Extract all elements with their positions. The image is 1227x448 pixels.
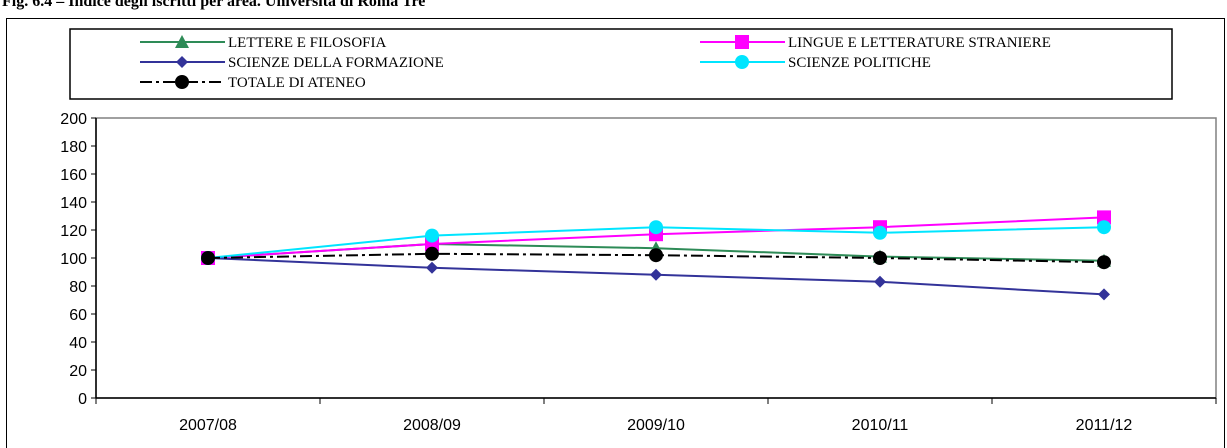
data-point (873, 225, 887, 240)
data-point (201, 251, 215, 265)
y-tick-label: 160 (60, 167, 87, 184)
data-point (425, 228, 439, 243)
data-point (1098, 288, 1110, 301)
y-tick-label: 60 (69, 307, 87, 324)
legend-label: SCIENZE POLITICHE (788, 55, 931, 71)
x-tick-label: 2009/10 (627, 417, 685, 434)
legend-entry: SCIENZE DELLA FORMAZIONE (140, 55, 444, 71)
series-layer (201, 210, 1111, 301)
legend-entry: TOTALE DI ATENEO (140, 75, 366, 91)
data-point (650, 268, 662, 281)
y-tick-label: 0 (78, 391, 87, 408)
y-tick-label: 40 (69, 335, 87, 352)
legend: LETTERE E FILOSOFIA LINGUE E LETTERATURE … (69, 28, 1173, 100)
data-point (649, 220, 663, 235)
data-point (873, 251, 887, 265)
legend-entry: LETTERE E FILOSOFIA (140, 35, 386, 51)
data-point (1097, 255, 1111, 270)
axes: 0 20 40 60 80 100 120 140 160 180 200 2007/08 2008/0… (60, 111, 1217, 434)
legend-label: LETTERE E FILOSOFIA (228, 35, 386, 51)
data-point (1097, 210, 1111, 225)
legend-marker (735, 35, 749, 49)
legend-marker (175, 75, 189, 89)
legend-box (69, 28, 1173, 100)
data-point (426, 261, 438, 274)
legend-label: SCIENZE DELLA FORMAZIONE (228, 55, 444, 71)
legend-label: TOTALE DI ATENEO (228, 75, 366, 91)
x-tick-label: 2007/08 (179, 417, 237, 434)
x-tick-label: 2008/09 (403, 417, 461, 434)
x-tick-label: 2011/12 (1076, 417, 1133, 434)
legend-marker (175, 35, 189, 48)
data-point (874, 275, 886, 288)
legend-entry: LINGUE E LETTERATURE STRANIERE (700, 35, 1051, 51)
legend-marker (735, 55, 749, 69)
legend-marker (176, 56, 188, 68)
legend-label: LINGUE E LETTERATURE STRANIERE (788, 35, 1051, 51)
data-point (1097, 220, 1111, 235)
y-tick-label: 120 (60, 223, 87, 240)
y-tick-label: 20 (69, 363, 87, 380)
legend-entry: SCIENZE POLITICHE (700, 55, 931, 71)
series-5 (201, 246, 1111, 270)
y-tick-label: 140 (60, 195, 87, 212)
data-point (649, 248, 663, 263)
figure-title: Fig. 6.4 – Indice degli iscritti per are… (2, 0, 426, 10)
chart-frame (6, 18, 1225, 448)
y-tick-label: 180 (60, 139, 87, 156)
data-point (425, 246, 439, 261)
y-tick-label: 200 (60, 111, 87, 128)
y-tick-label: 100 (60, 251, 87, 268)
y-tick-label: 80 (69, 279, 87, 296)
x-tick-label: 2010/11 (852, 417, 909, 434)
